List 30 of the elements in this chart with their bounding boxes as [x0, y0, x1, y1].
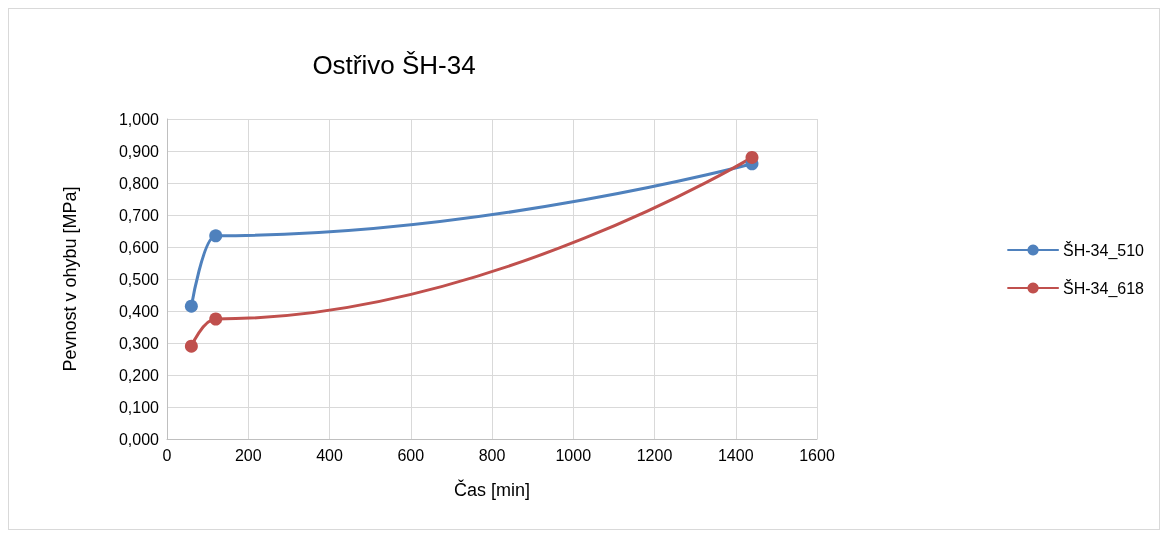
y-tick-label: 0,000 — [118, 430, 160, 448]
point — [184, 299, 198, 313]
x-tick-label: 400 — [316, 446, 343, 464]
legend-label: ŠH-34_510 — [1063, 240, 1145, 260]
point — [184, 339, 198, 353]
x-tick-label: 800 — [478, 446, 506, 464]
point — [745, 150, 759, 164]
y-tick-label: 0,400 — [118, 302, 160, 320]
x-tick-label: 200 — [234, 446, 262, 464]
y-tick-label: 0,900 — [118, 142, 160, 160]
point — [209, 229, 223, 243]
x-tick-label: 0 — [162, 446, 172, 464]
x-tick-label: 600 — [397, 446, 425, 464]
x-tick-label: 1000 — [555, 446, 592, 464]
x-axis-title: Čas [min] — [453, 479, 531, 500]
chart-title: Ostřivo ŠH-34 — [312, 50, 476, 80]
y-tick-label: 0,700 — [118, 206, 160, 224]
y-axis-title: Pevnost v ohybu [MPa] — [60, 186, 80, 372]
x-tick-label: 1600 — [799, 446, 835, 464]
y-tick-label: 1,000 — [118, 110, 160, 128]
x-tick-label: 1200 — [636, 446, 673, 464]
y-tick-label: 0,200 — [118, 366, 160, 384]
y-tick-label: 0,300 — [118, 334, 160, 352]
y-tick-label: 0,600 — [118, 238, 160, 256]
legend-label: ŠH-34_618 — [1063, 278, 1145, 298]
point — [209, 312, 223, 326]
x-tick-label: 1400 — [717, 446, 754, 464]
y-tick-label: 0,800 — [118, 174, 160, 192]
y-tick-label: 0,100 — [118, 398, 160, 416]
y-tick-label: 0,500 — [118, 270, 160, 288]
